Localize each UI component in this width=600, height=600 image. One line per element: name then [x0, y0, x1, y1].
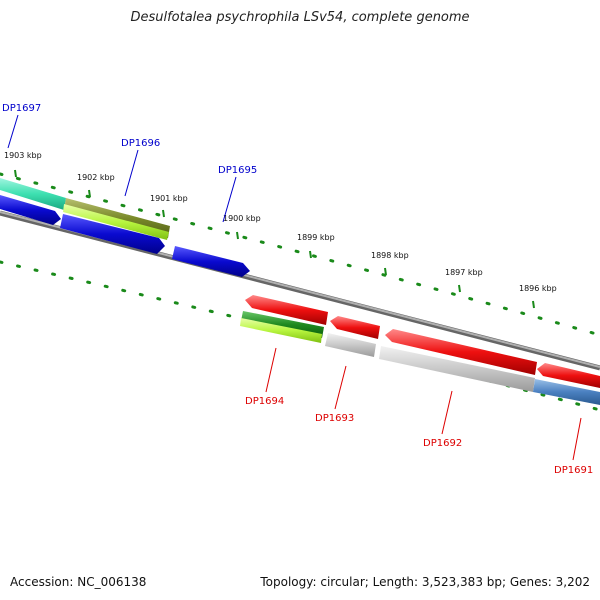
scale-label: 1902 kbp — [77, 173, 115, 182]
gene-label-dp1693[interactable]: DP1693 — [315, 413, 354, 424]
scale-label: 1900 kbp — [223, 214, 261, 223]
callout-line — [7, 114, 19, 149]
scale-label: 1897 kbp — [445, 268, 483, 277]
gene-dp1696-lower[interactable] — [63, 204, 169, 240]
major-tick — [88, 189, 91, 198]
major-tick — [236, 231, 239, 240]
gene-dp1691-lower[interactable] — [533, 379, 600, 405]
gene-label-dp1695[interactable]: DP1695 — [218, 165, 257, 176]
forward-callouts — [7, 114, 237, 223]
major-tick — [162, 209, 165, 218]
scale-label: 1901 kbp — [150, 194, 188, 203]
major-tick — [309, 250, 312, 259]
gene-dp1694[interactable] — [245, 295, 328, 325]
accession-text: Accession: NC_006138 — [10, 575, 147, 589]
scale-label: 1896 kbp — [519, 284, 557, 293]
reverse-callouts — [265, 347, 582, 461]
scale-labels: 1903 kbp 1902 kbp 1901 kbp 1900 kbp 1899… — [4, 151, 557, 293]
callout-line — [222, 176, 237, 223]
callout-line — [572, 417, 582, 461]
scale-label: 1898 kbp — [371, 251, 409, 260]
reverse-gene-labels: DP1694 DP1693 DP1692 DP1691 — [245, 396, 593, 476]
gene-label-dp1692[interactable]: DP1692 — [423, 438, 462, 449]
callout-line — [334, 365, 347, 410]
gene-dp1691[interactable] — [537, 363, 600, 388]
forward-genes — [0, 178, 250, 277]
gene-label-dp1691[interactable]: DP1691 — [554, 465, 593, 476]
major-tick — [458, 284, 461, 293]
gene-dp1694-lime[interactable] — [240, 318, 322, 343]
callout-line — [124, 149, 139, 197]
gene-label-dp1696[interactable]: DP1696 — [121, 138, 160, 149]
gene-dp1692[interactable] — [385, 329, 537, 375]
major-tick — [384, 267, 387, 276]
major-tick — [14, 169, 17, 178]
major-ticks — [14, 169, 535, 309]
gene-label-dp1697[interactable]: DP1697 — [2, 103, 41, 114]
scale-label: 1903 kbp — [4, 151, 42, 160]
gene-dp1697[interactable] — [0, 178, 66, 210]
reverse-genes — [240, 295, 600, 405]
gene-label-dp1694[interactable]: DP1694 — [245, 396, 284, 407]
gene-blue-1[interactable] — [0, 195, 61, 225]
gene-dp1692-lower[interactable] — [379, 346, 535, 392]
genome-summary-text: Topology: circular; Length: 3,523,383 bp… — [260, 575, 590, 589]
scale-label: 1899 kbp — [297, 233, 335, 242]
map-title: Desulfotalea psychrophila LSv54, complet… — [130, 10, 470, 25]
gene-dp1693-lower[interactable] — [325, 333, 376, 357]
gene-blue-2[interactable] — [60, 214, 165, 254]
gene-dp1695[interactable] — [172, 246, 250, 277]
callout-line — [441, 390, 453, 435]
major-tick — [532, 300, 535, 309]
gene-dp1693[interactable] — [330, 316, 380, 339]
callout-line — [265, 347, 277, 393]
forward-gene-labels: DP1697 DP1696 DP1695 — [2, 103, 257, 176]
